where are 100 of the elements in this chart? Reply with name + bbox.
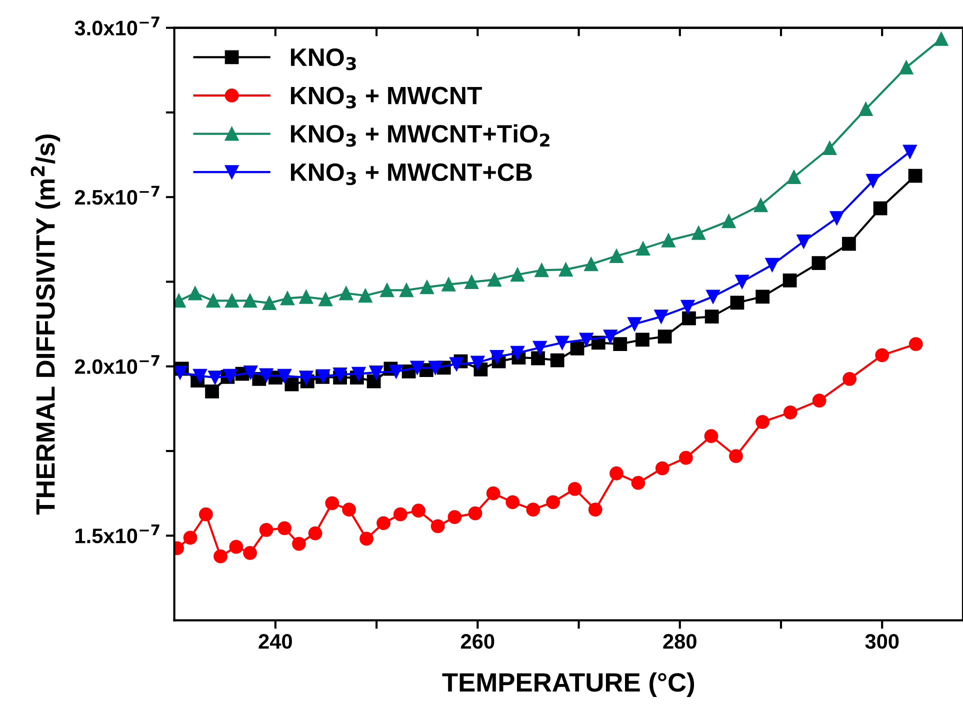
point [318,292,333,306]
point [369,366,384,380]
legend-label: KNO$_{3}$ + MWCNT+CB [290,163,532,186]
point [765,258,780,272]
point [325,496,340,510]
point [730,296,744,310]
point [899,60,914,74]
point [628,317,642,332]
point [934,32,948,46]
point [262,296,276,310]
point [490,350,504,364]
point [280,291,294,306]
point [428,360,442,375]
point [842,372,856,386]
x-axis-title: TEMPERATURE (°C) [442,672,694,697]
point [679,450,693,465]
point [584,257,598,272]
point [754,198,768,212]
legend-label: KNO$_{3}$ + MWCNT+TiO$_{2}$ [290,124,550,147]
point [376,516,390,530]
point [208,370,222,384]
point [284,377,299,392]
point [464,275,479,290]
point [299,370,314,384]
point [812,256,826,270]
point [842,236,856,251]
point [448,510,462,524]
point [442,278,456,292]
point [430,519,445,534]
point [259,522,274,537]
point [534,263,549,278]
point [526,502,540,517]
point [706,290,720,304]
point [488,272,502,287]
point [782,273,797,288]
point [555,336,570,350]
point [183,530,198,545]
y-axis-title: THERMAL DIFFUSIVITY (m$^{2}$/s) [30,134,60,515]
legend-label: KNO$_{3}$ + MWCNT [290,86,482,109]
point [783,405,798,420]
point [360,532,374,546]
point [873,201,888,216]
point [229,540,244,554]
point [588,502,602,517]
point [756,414,770,429]
point [812,394,826,408]
point [412,504,426,518]
point [224,294,239,308]
point [292,536,306,551]
point [358,288,372,303]
y-tick-label: 1.5x10$^{−7}$ [76,524,160,544]
point [193,368,207,383]
point [902,144,917,159]
point [532,340,547,355]
point [908,168,922,183]
y-tick-label: 2.5x10$^{−7}$ [74,186,160,205]
point [333,368,347,382]
point [510,268,524,282]
y-tick-label: 2.0x10$^{−7}$ [74,355,160,374]
point [400,283,414,298]
point [830,211,844,226]
point [550,353,564,368]
point [570,341,584,356]
y-tick-label: 3.0x10$^{−7}$ [74,16,160,36]
point [654,310,668,324]
point [510,346,524,360]
point [531,351,545,366]
x-tick-label: 260 [460,634,494,649]
point [206,294,220,308]
point [174,366,188,380]
point [380,283,394,298]
point [756,290,770,304]
point [244,366,258,380]
point [420,280,434,294]
point [278,521,292,536]
point [389,364,404,378]
point [568,482,582,496]
legend-label: KNO$_{3}$ [290,48,356,70]
point [558,262,573,276]
point [658,330,672,344]
point [680,300,695,314]
point [858,102,873,116]
point [223,368,238,383]
x-tick-label: 240 [258,634,292,649]
point [308,526,322,540]
point [339,286,354,300]
point [822,141,837,155]
point [410,360,424,375]
x-tick-label: 280 [663,634,696,649]
point [278,368,292,383]
point [704,429,718,444]
point [259,368,274,382]
point [692,226,706,240]
point [188,286,202,300]
point [610,249,624,263]
point [205,384,219,398]
point [470,356,485,370]
point [796,234,811,248]
point [866,174,880,188]
point [468,506,482,520]
